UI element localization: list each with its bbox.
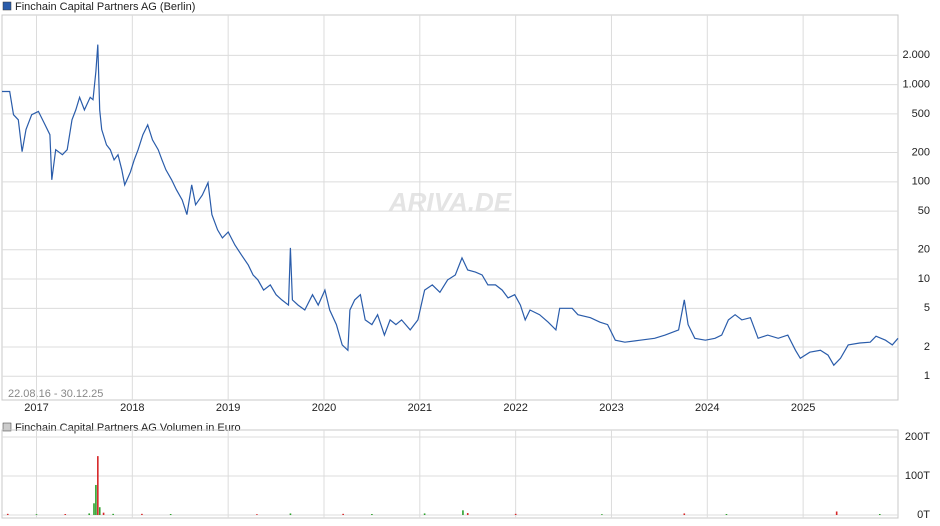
volume-bar	[64, 514, 67, 515]
y-tick-label: 200T	[905, 431, 930, 443]
volume-bar	[88, 513, 91, 515]
legend-label: Finchain Capital Partners AG (Berlin)	[15, 1, 195, 13]
x-tick-label: 2020	[312, 402, 336, 414]
x-tick-label: 2018	[120, 402, 144, 414]
date-range: 22.08.16 - 30.12.25	[8, 388, 103, 400]
y-tick-label: 50	[918, 205, 930, 217]
watermark: ARIVA.DE	[388, 187, 512, 217]
legend-swatch	[2, 1, 12, 11]
volume-bar	[102, 512, 105, 515]
x-tick-label: 2025	[791, 402, 815, 414]
y-tick-label: 500	[912, 108, 930, 120]
volume-bar	[342, 513, 344, 515]
volume-bar	[683, 513, 686, 515]
volume-bar	[289, 513, 292, 515]
x-tick-label: 2019	[216, 402, 240, 414]
x-tick-label: 2021	[408, 402, 432, 414]
volume-bar	[141, 513, 143, 515]
y-tick-label: 5	[924, 302, 930, 314]
volume-bar	[601, 514, 603, 515]
volume-bar	[97, 456, 99, 515]
y-tick-label: 0T	[917, 509, 930, 521]
plot-frame	[1, 14, 899, 401]
volume-bar	[423, 513, 426, 515]
volume-bar	[462, 510, 464, 515]
y-tick-label: 200	[912, 146, 930, 158]
legend-swatch	[2, 422, 12, 432]
legend-label: Finchain Capital Partners AG Volumen in …	[15, 422, 241, 434]
volume-bar	[878, 514, 881, 515]
y-tick-label: 2	[924, 341, 930, 353]
x-tick-label: 2022	[503, 402, 527, 414]
volume-bar	[95, 484, 97, 515]
plot-frame	[1, 429, 899, 519]
volume-bar	[98, 507, 101, 515]
volume-bar	[112, 513, 114, 515]
volume-bar	[835, 511, 838, 515]
volume-bar	[169, 514, 172, 515]
y-tick-label: 100	[912, 176, 930, 188]
x-tick-label: 2023	[599, 402, 623, 414]
volume-bar	[35, 514, 38, 515]
volume-bar	[466, 513, 469, 515]
y-tick-label: 1	[924, 370, 930, 382]
volume-bar	[256, 514, 258, 515]
volume-bar	[725, 514, 728, 515]
x-tick-label: 2017	[24, 402, 48, 414]
volume-bar	[93, 503, 95, 515]
y-tick-label: 2.000	[902, 49, 930, 61]
price-line	[2, 44, 899, 367]
y-tick-label: 1.000	[902, 79, 930, 91]
volume-bar	[6, 513, 9, 515]
y-tick-label: 10	[918, 273, 930, 285]
volume-bar	[514, 513, 517, 515]
volume-bar	[371, 514, 373, 515]
y-tick-label: 100T	[905, 470, 930, 482]
y-tick-label: 20	[918, 244, 930, 256]
x-tick-label: 2024	[695, 402, 719, 414]
